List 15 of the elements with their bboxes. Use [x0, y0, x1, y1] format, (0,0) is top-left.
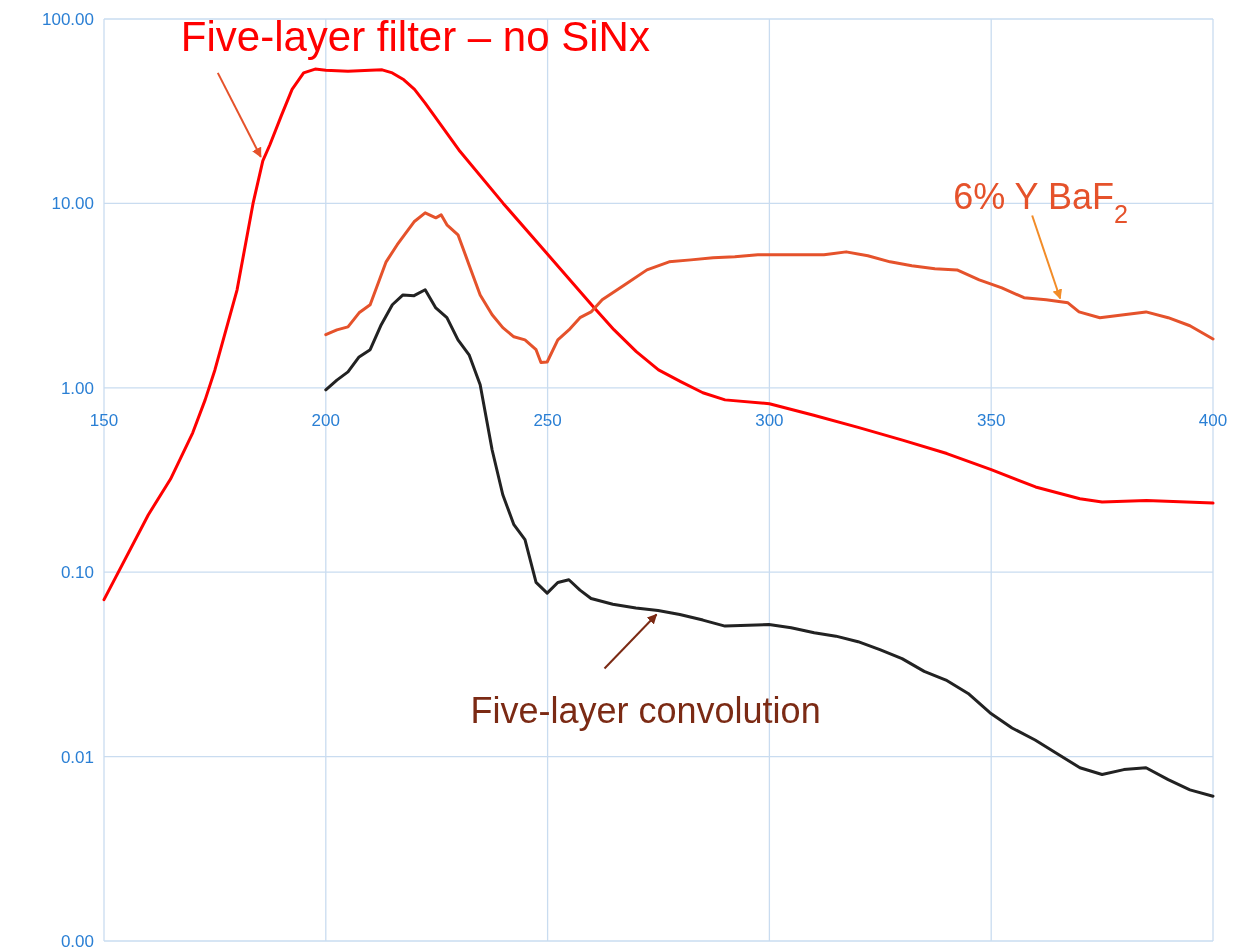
y-tick-label: 0.00 — [60, 931, 94, 950]
y-tick-label: 0.10 — [60, 563, 94, 583]
annotation: 6% Y BaF$_{2}$ — [953, 175, 1128, 228]
y-tick-label: 1.00 — [60, 378, 94, 398]
y-tick-label: 100.00 — [42, 9, 94, 29]
x-tick-label: 150 — [89, 410, 119, 430]
annotation: Five-layer convolution — [470, 690, 821, 732]
x-tick-label: 400 — [1198, 410, 1228, 430]
y-tick-label: 10.00 — [51, 194, 94, 214]
x-tick-label: 350 — [977, 410, 1006, 430]
annotation: Five-layer filter – no SiNx — [180, 12, 650, 60]
y-tick-label: 0.01 — [60, 747, 94, 767]
x-tick-label: 200 — [311, 410, 340, 430]
x-tick-label: 300 — [755, 410, 784, 430]
x-tick-label: 250 — [533, 410, 562, 430]
